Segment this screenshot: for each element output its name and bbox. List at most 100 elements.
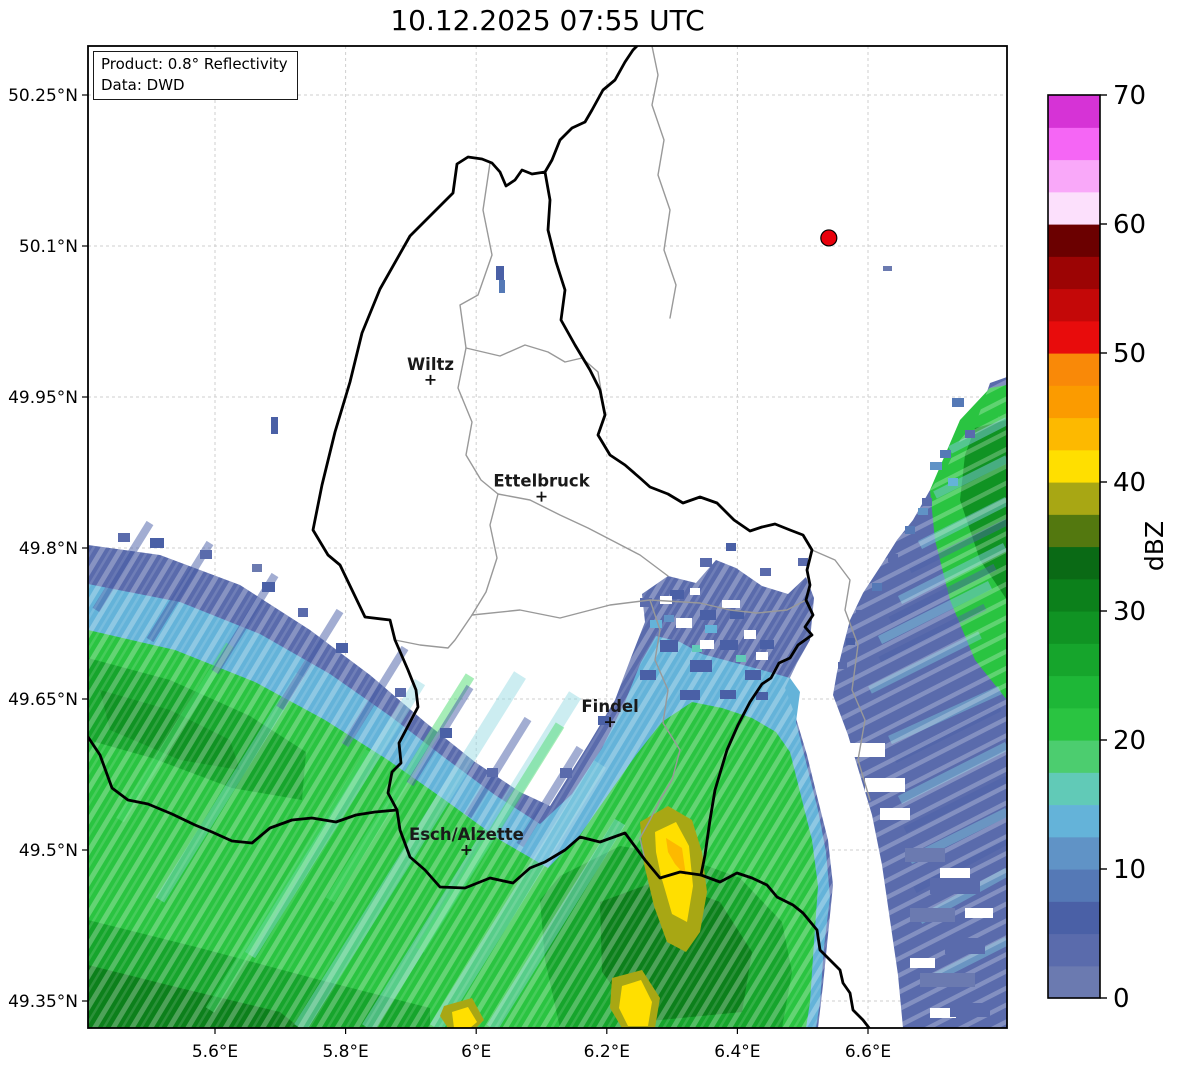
echo-cell xyxy=(846,638,855,645)
echo-cell xyxy=(940,450,951,458)
colorbar-tick-label: 0 xyxy=(1113,984,1130,1014)
echo-cell xyxy=(499,280,505,293)
colorbar-tick-label: 60 xyxy=(1113,210,1146,240)
colorbar-segment xyxy=(1048,611,1100,644)
echo-cell xyxy=(760,640,774,649)
echo-cell xyxy=(640,670,656,680)
echo-cell xyxy=(298,608,308,617)
colorbar-segment xyxy=(1048,224,1100,257)
beam-texture-main xyxy=(88,545,833,1028)
echo-cell xyxy=(865,778,905,792)
echo-cell xyxy=(888,554,898,562)
y-tick-label: 49.8°N xyxy=(19,539,78,559)
echo-cell xyxy=(200,550,212,559)
echo-cell xyxy=(336,643,348,653)
district-border xyxy=(651,46,677,319)
colorbar-segment xyxy=(1048,514,1100,548)
cities: Wiltz Ettelbruck Findel Esch/Alzette xyxy=(407,355,639,856)
echo-cell xyxy=(910,908,955,922)
echo-cell xyxy=(660,596,672,604)
district-border xyxy=(465,344,606,416)
colorbar-segment xyxy=(1048,804,1100,838)
page-title: 10.12.2025 07:55 UTC xyxy=(390,4,705,37)
y-tick-label: 50.1°N xyxy=(19,237,78,257)
y-tick-label: 49.5°N xyxy=(19,841,78,861)
district-border xyxy=(497,493,669,577)
echo-cell xyxy=(952,398,964,407)
colorbar-label: dBZ xyxy=(1140,521,1169,571)
x-tick-label: 5.8°E xyxy=(322,1042,368,1062)
colorbar-segment xyxy=(1048,449,1100,483)
echo-cell xyxy=(262,582,275,592)
x-tick-label: 6.4°E xyxy=(714,1042,760,1062)
echo-cell xyxy=(910,958,935,968)
echo-cell xyxy=(745,670,761,680)
echo-cell xyxy=(736,655,746,662)
colorbar-segment xyxy=(1048,353,1100,386)
echo-cell xyxy=(756,692,768,700)
district-border xyxy=(471,599,807,619)
echo-cell xyxy=(664,615,674,622)
city-marker xyxy=(425,374,436,385)
product-info-line2: Data: DWD xyxy=(101,76,185,94)
echo-cell xyxy=(670,590,684,599)
echo-cell xyxy=(690,588,700,595)
country-border xyxy=(311,155,815,890)
echo-cell xyxy=(118,533,130,542)
echo-cell xyxy=(922,498,932,506)
city-marker xyxy=(461,845,472,856)
echo-cell xyxy=(838,662,847,669)
colorbar-segment xyxy=(1048,643,1100,677)
colorbar-tick-label: 20 xyxy=(1113,726,1146,756)
echo-cell xyxy=(676,618,692,628)
colorbar-segment xyxy=(1048,191,1100,225)
echo-cell xyxy=(700,640,714,649)
echo-cell xyxy=(440,728,452,738)
colorbar-segment xyxy=(1048,740,1100,773)
echo-cell xyxy=(930,878,980,894)
echo-cell xyxy=(883,266,892,271)
echo-cell xyxy=(920,973,975,987)
echo-cell xyxy=(930,1008,956,1018)
echo-cell xyxy=(965,430,975,438)
echo-cell xyxy=(945,938,985,954)
district-border xyxy=(639,599,681,861)
x-tick-label: 5.6°E xyxy=(192,1042,238,1062)
echo-cell xyxy=(722,600,740,608)
colorbar-segment xyxy=(1048,385,1100,419)
colorbar-segment xyxy=(1048,546,1100,580)
city-label: Ettelbruck xyxy=(493,472,590,491)
colorbar-segment xyxy=(1048,417,1100,451)
city-label: Wiltz xyxy=(407,355,454,374)
echo-cell xyxy=(872,583,882,591)
x-tick-label: 6.2°E xyxy=(584,1042,630,1062)
colorbar-tick-label: 30 xyxy=(1113,597,1146,627)
x-tick-label: 6°E xyxy=(461,1042,491,1062)
y-tick-label: 50.25°N xyxy=(8,86,78,106)
colorbar-segment xyxy=(1048,256,1100,290)
colorbar-segment xyxy=(1048,675,1100,709)
y-tick-label: 49.65°N xyxy=(8,690,78,710)
colorbar-segment xyxy=(1048,933,1100,967)
colorbar-segment xyxy=(1048,772,1100,806)
country-border xyxy=(543,46,639,174)
echo-cell xyxy=(948,478,958,486)
colorbar-segment xyxy=(1048,482,1100,515)
echo-strong-cell xyxy=(655,822,693,922)
echo-strong-cell xyxy=(452,1007,477,1028)
y-tick-label: 49.95°N xyxy=(8,388,78,408)
echo-cell xyxy=(487,768,498,777)
echo-cell xyxy=(496,266,504,280)
echo-cell xyxy=(560,768,572,778)
reflectivity-field xyxy=(88,266,1007,1028)
district-border xyxy=(811,549,871,801)
echo-strong-cell xyxy=(666,838,686,876)
colorbar-tick-label: 70 xyxy=(1113,81,1146,111)
x-tick-label: 6.6°E xyxy=(845,1042,891,1062)
colorbar-segment xyxy=(1048,578,1100,612)
colorbar-tick-label: 10 xyxy=(1113,855,1146,885)
colorbar-segment xyxy=(1048,901,1100,935)
echo-cell xyxy=(700,610,716,620)
country-border xyxy=(88,735,399,845)
